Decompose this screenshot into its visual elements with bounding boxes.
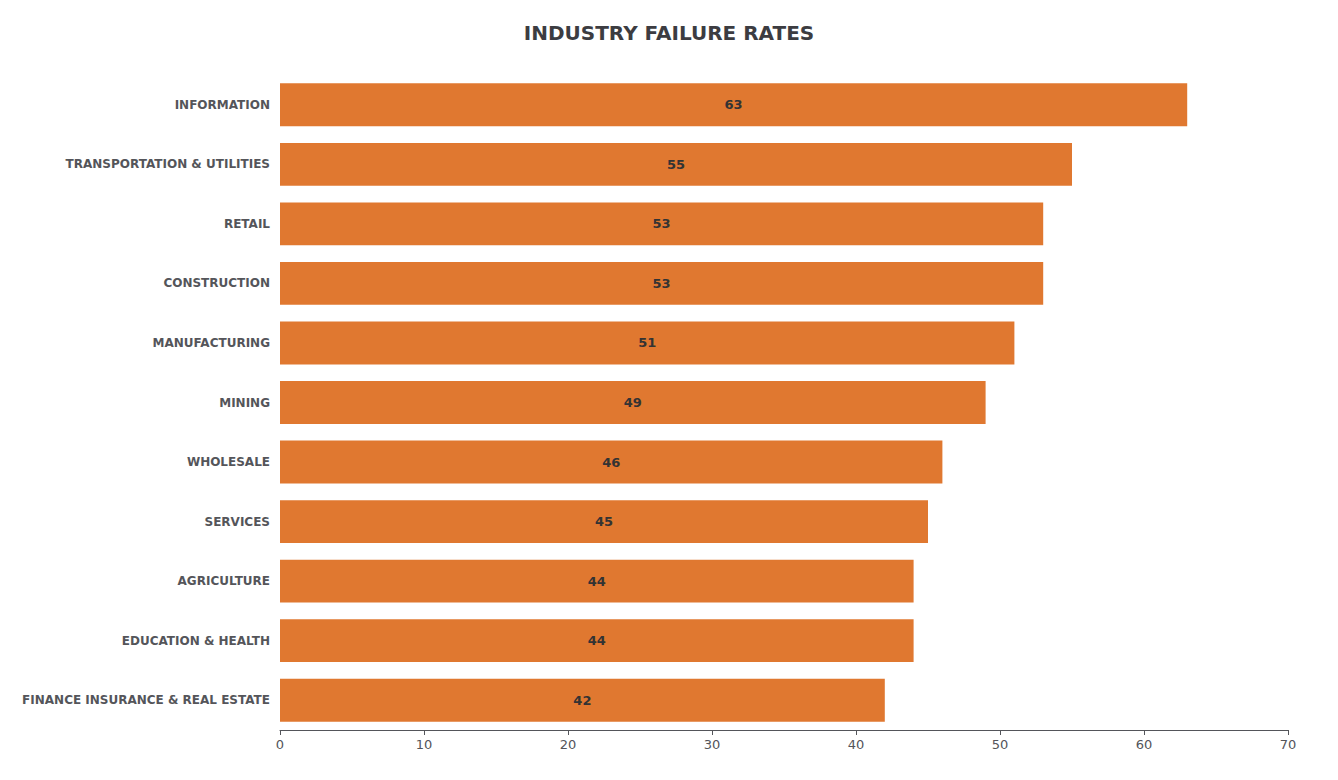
- svg-text:MANUFACTURING: MANUFACTURING: [153, 336, 270, 350]
- svg-text:42: 42: [573, 693, 591, 708]
- svg-text:INFORMATION: INFORMATION: [175, 98, 270, 112]
- svg-text:WHOLESALE: WHOLESALE: [187, 455, 270, 469]
- svg-text:45: 45: [595, 514, 613, 529]
- svg-text:46: 46: [602, 455, 620, 470]
- svg-text:INDUSTRY FAILURE RATES: INDUSTRY FAILURE RATES: [524, 21, 814, 45]
- svg-text:30: 30: [704, 737, 721, 752]
- svg-text:44: 44: [588, 633, 606, 648]
- svg-text:55: 55: [667, 157, 685, 172]
- svg-text:20: 20: [560, 737, 577, 752]
- svg-text:CONSTRUCTION: CONSTRUCTION: [163, 276, 270, 290]
- svg-text:70: 70: [1280, 737, 1297, 752]
- svg-text:AGRICULTURE: AGRICULTURE: [178, 574, 270, 588]
- svg-text:RETAIL: RETAIL: [224, 217, 270, 231]
- svg-text:63: 63: [725, 97, 743, 112]
- svg-text:40: 40: [848, 737, 865, 752]
- svg-text:FINANCE INSURANCE & REAL ESTAT: FINANCE INSURANCE & REAL ESTATE: [22, 693, 270, 707]
- svg-text:50: 50: [992, 737, 1009, 752]
- svg-text:10: 10: [416, 737, 433, 752]
- svg-text:TRANSPORTATION & UTILITIES: TRANSPORTATION & UTILITIES: [66, 157, 270, 171]
- svg-text:0: 0: [276, 737, 284, 752]
- svg-text:SERVICES: SERVICES: [205, 515, 270, 529]
- svg-text:EDUCATION & HEALTH: EDUCATION & HEALTH: [122, 634, 270, 648]
- svg-text:49: 49: [624, 395, 642, 410]
- svg-text:53: 53: [653, 276, 671, 291]
- svg-text:MINING: MINING: [219, 396, 270, 410]
- svg-text:60: 60: [1136, 737, 1153, 752]
- svg-text:53: 53: [653, 216, 671, 231]
- svg-text:51: 51: [638, 335, 656, 350]
- svg-text:44: 44: [588, 574, 606, 589]
